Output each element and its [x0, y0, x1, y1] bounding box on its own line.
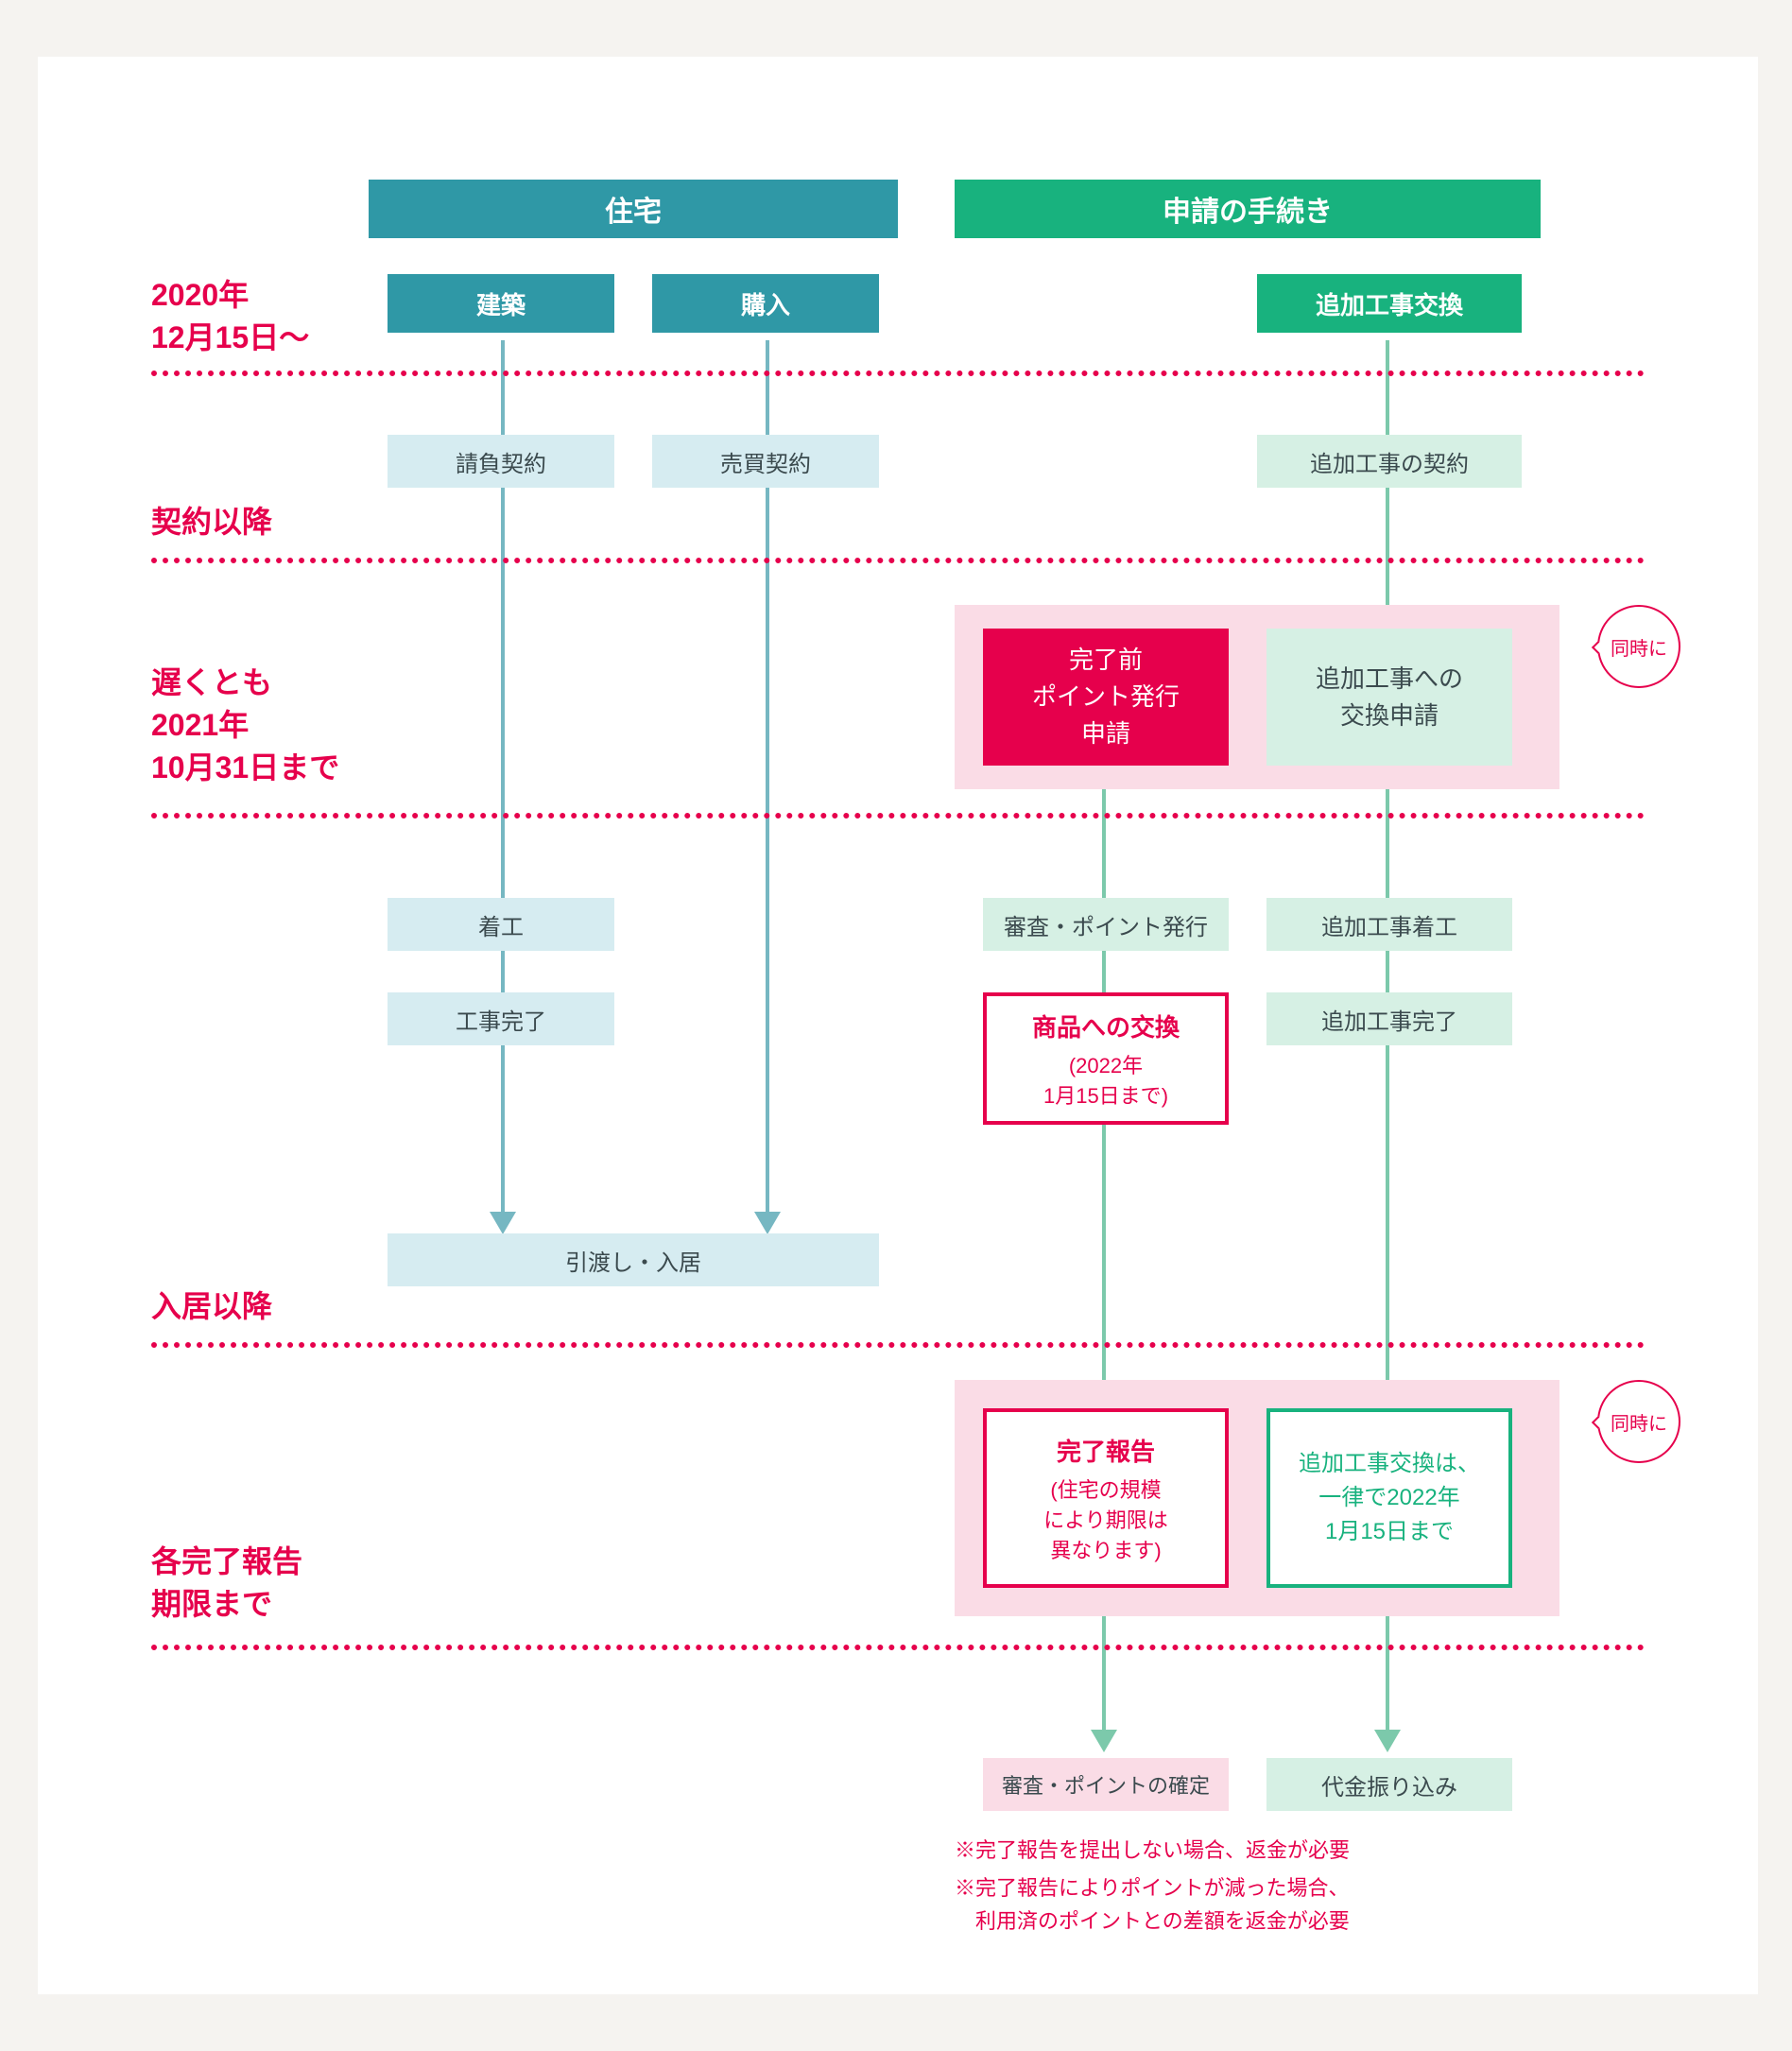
arrow-c4 — [1374, 1730, 1401, 1752]
box-handover: 引渡し・入居 — [388, 1233, 879, 1286]
box-final-pay: 代金振り込み — [1266, 1758, 1512, 1811]
dotrow-5 — [151, 1645, 1645, 1650]
row-label-2: 契約以降 — [151, 501, 272, 543]
header-housing: 住宅 — [369, 180, 898, 238]
dotrow-1 — [151, 371, 1645, 376]
row-label-5: 各完了報告 期限まで — [151, 1541, 302, 1626]
row-label-1: 2020年 12月15日〜 — [151, 274, 309, 359]
bubble-2: 同時に — [1597, 1380, 1680, 1463]
box-add-start: 追加工事着工 — [1266, 898, 1512, 951]
footnote-1: ※完了報告を提出しない場合、返金が必要 — [955, 1834, 1350, 1867]
box-done: 工事完了 — [388, 992, 614, 1045]
header-buy: 購入 — [652, 274, 879, 333]
header-addwork: 追加工事交換 — [1257, 274, 1522, 333]
arrow-c3 — [1091, 1730, 1117, 1752]
row-label-4: 入居以降 — [151, 1285, 272, 1328]
row-label-3: 遅くとも 2021年 10月31日まで — [151, 662, 339, 788]
box-contract3: 追加工事の契約 — [1257, 435, 1522, 488]
footnote-2: ※完了報告によりポイントが減った場合、 利用済のポイントとの差額を返金が必要 — [955, 1871, 1350, 1938]
dotrow-2 — [151, 558, 1645, 563]
bubble-1: 同時に — [1597, 605, 1680, 688]
box-final-review: 審査・ポイントの確定 — [983, 1758, 1229, 1811]
dotrow-3 — [151, 813, 1645, 819]
box-add-deadline: 追加工事交換は、 一律で2022年 1月15日まで — [1266, 1408, 1512, 1588]
box-contract2: 売買契約 — [652, 435, 879, 488]
box-contract1: 請負契約 — [388, 435, 614, 488]
box-start: 着工 — [388, 898, 614, 951]
arrow-c1 — [490, 1212, 516, 1234]
dotrow-4 — [151, 1342, 1645, 1348]
box-add-apply: 追加工事への 交換申請 — [1266, 629, 1512, 766]
box-add-done: 追加工事完了 — [1266, 992, 1512, 1045]
process-diagram: 住宅 申請の手続き 建築 購入 追加工事交換 2020年 12月15日〜 契約以… — [38, 57, 1758, 1994]
box-report: 完了報告 (住宅の規模 により期限は 異なります) — [983, 1408, 1229, 1588]
header-build: 建築 — [388, 274, 614, 333]
box-review: 審査・ポイント発行 — [983, 898, 1229, 951]
box-exchange: 商品への交換 (2022年 1月15日まで) — [983, 992, 1229, 1125]
header-procedure: 申請の手続き — [955, 180, 1541, 238]
box-pre-apply: 完了前 ポイント発行 申請 — [983, 629, 1229, 766]
arrow-c2 — [754, 1212, 781, 1234]
